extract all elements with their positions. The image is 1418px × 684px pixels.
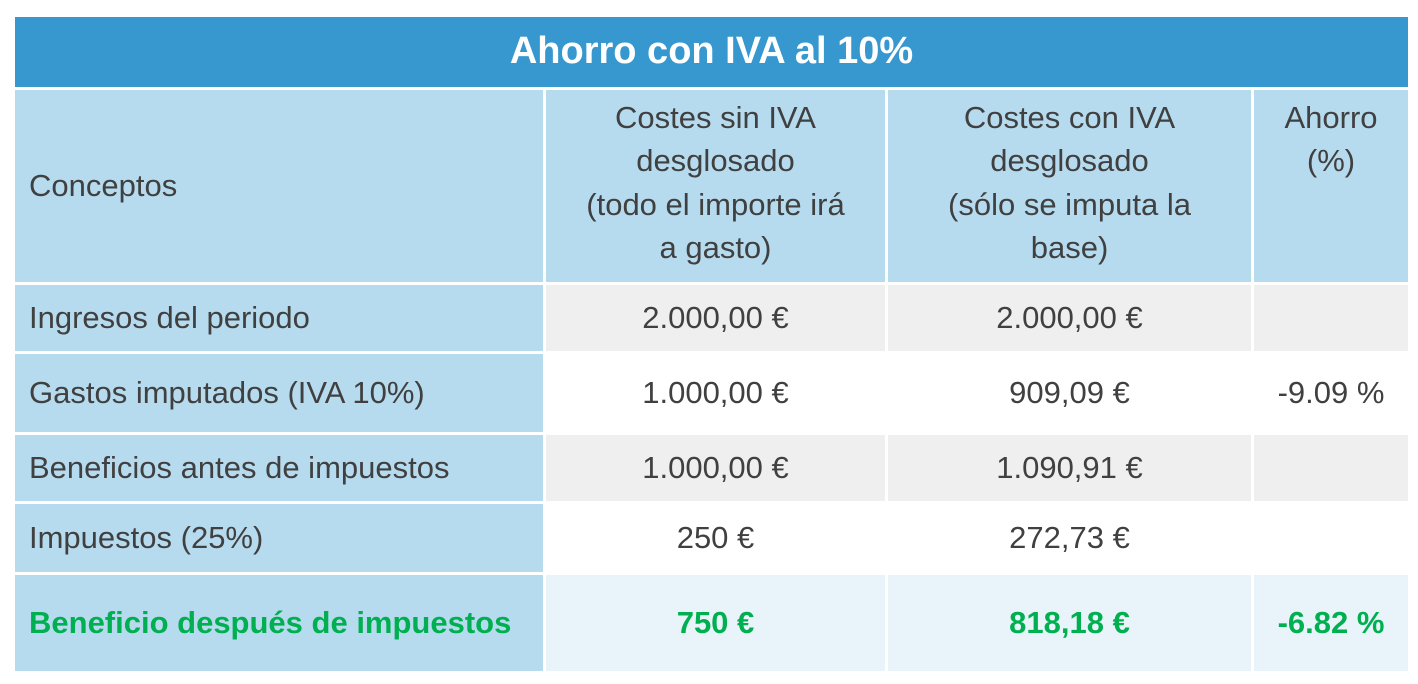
header-line: (todo el importe irá xyxy=(586,186,845,222)
header-cost-with-vat: Costes con IVA desglosado (sólo se imput… xyxy=(885,87,1254,285)
header-line: desglosado xyxy=(636,143,795,179)
cell-saving xyxy=(1251,432,1411,504)
cell-saving: -6.82 % xyxy=(1251,572,1411,674)
cell-without-vat: 250 € xyxy=(543,501,888,575)
table-row-taxes: Impuestos (25%) 250 € 272,73 € xyxy=(12,501,1411,575)
vat-savings-table: Ahorro con IVA al 10% Conceptos Costes s… xyxy=(12,14,1411,674)
table-row-expenses: Gastos imputados (IVA 10%) 1.000,00 € 90… xyxy=(12,351,1411,435)
header-saving: Ahorro (%) xyxy=(1251,87,1411,285)
row-concept: Gastos imputados (IVA 10%) xyxy=(12,351,546,435)
header-line: Costes sin IVA xyxy=(614,100,816,135)
savings-table-container: Ahorro con IVA al 10% Conceptos Costes s… xyxy=(12,14,1411,674)
row-concept: Impuestos (25%) xyxy=(12,501,546,575)
cell-with-vat: 2.000,00 € xyxy=(885,282,1254,354)
cell-with-vat: 909,09 € xyxy=(885,351,1254,435)
header-line: (%) xyxy=(1306,143,1356,179)
header-line: (sólo se imputa la xyxy=(948,186,1191,222)
header-line: base) xyxy=(1030,230,1109,266)
row-concept: Ingresos del periodo xyxy=(12,282,546,354)
table-row-profit-before-tax: Beneficios antes de impuestos 1.000,00 €… xyxy=(12,432,1411,504)
header-line: Ahorro xyxy=(1284,100,1378,135)
cell-without-vat: 750 € xyxy=(543,572,888,674)
row-concept: Beneficios antes de impuestos xyxy=(12,432,546,504)
cell-saving xyxy=(1251,501,1411,575)
table-row-profit-after-tax: Beneficio después de impuestos 750 € 818… xyxy=(12,572,1411,674)
cell-without-vat: 2.000,00 € xyxy=(543,282,888,354)
table-title: Ahorro con IVA al 10% xyxy=(12,14,1411,90)
cell-saving: -9.09 % xyxy=(1251,351,1411,435)
cell-with-vat: 272,73 € xyxy=(885,501,1254,575)
cell-without-vat: 1.000,00 € xyxy=(543,351,888,435)
row-concept: Beneficio después de impuestos xyxy=(12,572,546,674)
header-line: desglosado xyxy=(990,143,1149,179)
cell-with-vat: 1.090,91 € xyxy=(885,432,1254,504)
header-cost-without-vat: Costes sin IVA desglosado (todo el impor… xyxy=(543,87,888,285)
cell-without-vat: 1.000,00 € xyxy=(543,432,888,504)
table-row-income: Ingresos del periodo 2.000,00 € 2.000,00… xyxy=(12,282,1411,354)
header-concepts: Conceptos xyxy=(12,87,546,285)
cell-with-vat: 818,18 € xyxy=(885,572,1254,674)
header-line: Costes con IVA xyxy=(963,100,1176,135)
header-line: a gasto) xyxy=(659,230,772,266)
cell-saving xyxy=(1251,282,1411,354)
title-row: Ahorro con IVA al 10% xyxy=(12,14,1411,90)
header-row: Conceptos Costes sin IVA desglosado (tod… xyxy=(12,87,1411,285)
